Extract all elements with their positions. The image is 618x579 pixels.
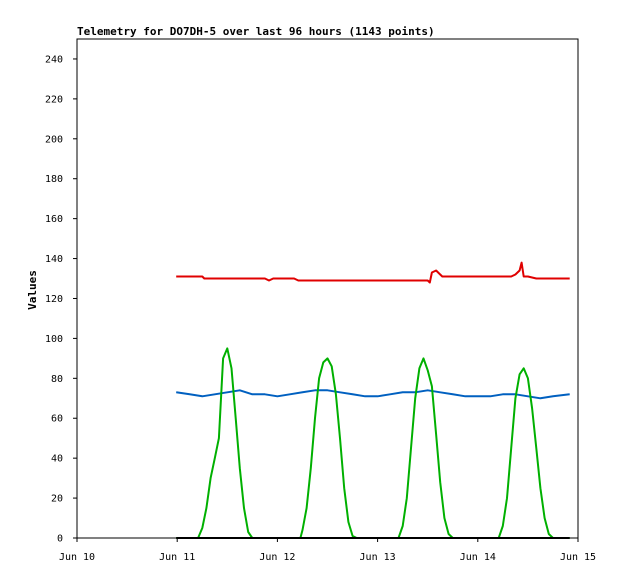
x-tick-label: Jun 10 [59,552,95,563]
y-tick-label: 0 [57,534,63,545]
series-layer [176,261,570,539]
y-tick-label: 220 [45,94,63,105]
y-tick-label: 240 [45,54,63,65]
y-tick-label: 20 [51,494,63,505]
y-axis: 0 20 40 60 80 100 120 140 160 180 200 220 240 [45,54,77,545]
series-line [176,347,570,539]
y-tick-label: 40 [51,454,63,465]
y-tick-label: 160 [45,214,63,225]
y-tick-label: 200 [45,134,63,145]
series-line [176,389,570,400]
x-axis: Jun 10 Jun 11 Jun 12 Jun 13 Jun 14 Jun 15 [59,538,596,563]
plot-frame [76,38,579,539]
x-tick-label: Jun 12 [259,552,295,563]
y-tick-label: 80 [51,374,63,385]
chart-title: Telemetry for DO7DH-5 over last 96 hours… [77,25,435,38]
x-tick-label: Jun 13 [360,552,396,563]
y-tick-label: 120 [45,294,63,305]
x-tick-label: Jun 14 [460,552,496,563]
series-line [176,261,570,284]
y-axis-label: Values [26,270,39,310]
y-tick-label: 180 [45,174,63,185]
y-tick-label: 100 [45,334,63,345]
x-tick-label: Jun 11 [159,552,195,563]
x-tick-label: Jun 15 [560,552,596,563]
y-tick-label: 60 [51,414,63,425]
y-tick-label: 140 [45,254,63,265]
